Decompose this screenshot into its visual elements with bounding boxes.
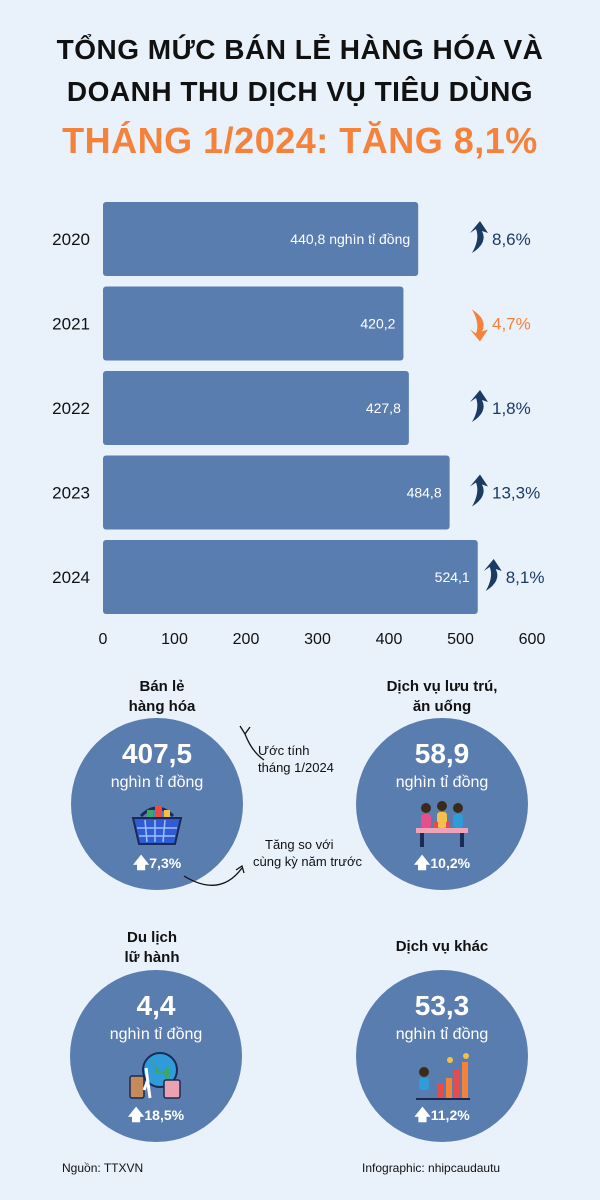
tourism-value: 4,4 xyxy=(136,990,176,1021)
value-label-2023: 484,8 xyxy=(407,485,442,501)
x-tick-600: 600 xyxy=(519,631,546,648)
up-arrow-icon: 🡅 xyxy=(414,1107,431,1124)
up-arrow-icon-2022 xyxy=(470,390,488,422)
x-tick-200: 200 xyxy=(233,631,260,648)
compare-note: Tăng so với cùng kỳ năm trước xyxy=(253,836,362,870)
title-line-2: DOANH THU DỊCH VỤ TIÊU DÙNG xyxy=(66,76,534,107)
x-tick-300: 300 xyxy=(304,631,331,648)
change-label-2022: 1,8% xyxy=(492,399,531,418)
up-arrow-icon-2024 xyxy=(483,559,502,591)
compare-note-line1: Tăng so với xyxy=(265,837,334,852)
retail-change: 🡅7,3% xyxy=(132,855,182,872)
retail-value: 407,5 xyxy=(121,738,193,769)
x-tick-0: 0 xyxy=(99,631,108,648)
retail-label-line1: Bán lẻ xyxy=(139,678,185,695)
globe-luggage-icon xyxy=(129,1052,181,1099)
retail-label-line2: hàng hóa xyxy=(128,698,196,715)
compare-note-line2: cùng kỳ năm trước xyxy=(253,854,362,869)
tourism-label-line2: lữ hành xyxy=(124,949,180,966)
category-label-2024: 2024 xyxy=(52,568,90,587)
title-highlight: THÁNG 1/2024: TĂNG 8,1% xyxy=(62,120,538,161)
other-services-unit: nghìn tỉ đồng xyxy=(395,1026,489,1043)
tourism-change: 🡅18,5% xyxy=(127,1107,185,1124)
growth-chart-icon xyxy=(416,1053,470,1100)
retail-label: Bán lẻ hàng hóa xyxy=(92,677,232,717)
estimate-note: Ước tính tháng 1/2024 xyxy=(258,742,334,776)
x-tick-400: 400 xyxy=(376,631,403,648)
bar-2022 xyxy=(103,371,409,445)
value-label-2021: 420,2 xyxy=(360,316,395,332)
retail-unit: nghìn tỉ đồng xyxy=(110,774,204,791)
change-label-2021: 4,7% xyxy=(492,315,531,334)
x-tick-500: 500 xyxy=(447,631,474,648)
food-service-circle: 58,9 nghìn tỉ đồng 🡅10,2% xyxy=(356,718,528,890)
change-label-2020: 8,6% xyxy=(492,230,531,249)
down-arrow-icon-2021 xyxy=(470,309,488,342)
food-service-label-line2: ăn uống xyxy=(412,698,472,715)
category-label-2020: 2020 xyxy=(52,230,90,249)
estimate-note-line1: Ước tính xyxy=(258,743,310,758)
value-label-2020: 440,8 nghìn tỉ đồng xyxy=(290,231,410,247)
estimate-note-line2: tháng 1/2024 xyxy=(258,760,334,775)
bar-2023 xyxy=(103,455,450,530)
title-line-1: TỔNG MỨC BÁN LẺ HÀNG HÓA VÀ xyxy=(56,34,544,65)
food-service-value: 58,9 xyxy=(414,738,470,769)
up-arrow-icon-2023 xyxy=(470,474,488,507)
tourism-circle: 4,4 nghìn tỉ đồng 🡅18,5% xyxy=(70,970,242,1142)
bar-2021 xyxy=(103,286,404,361)
x-tick-100: 100 xyxy=(161,631,188,648)
tourism-label: Du lịch lữ hành xyxy=(82,928,222,968)
shopping-basket-icon xyxy=(131,806,183,845)
other-services-label: Dịch vụ khác xyxy=(372,937,512,957)
other-services-change: 🡅11,2% xyxy=(414,1107,470,1124)
bar-2020 xyxy=(103,202,419,276)
source-text: Nguồn: TTXVN xyxy=(62,1161,144,1175)
other-services-value: 53,3 xyxy=(414,990,470,1021)
food-service-label: Dịch vụ lưu trú, ăn uống xyxy=(362,677,522,717)
tourism-label-line1: Du lịch xyxy=(126,929,177,946)
change-label-2024: 8,1% xyxy=(506,568,545,587)
dining-people-icon xyxy=(416,801,468,847)
change-label-2023: 13,3% xyxy=(492,484,540,503)
value-label-2022: 427,8 xyxy=(366,400,401,416)
food-service-change: 🡅10,2% xyxy=(413,855,471,872)
value-label-2024: 524,1 xyxy=(435,569,470,585)
other-services-label-line1: Dịch vụ khác xyxy=(395,938,489,955)
other-services-circle: 53,3 nghìn tỉ đồng 🡅11,2% xyxy=(356,970,528,1142)
credit-text: Infographic: nhipcaudautu xyxy=(362,1161,501,1175)
up-arrow-icon: 🡅 xyxy=(127,1107,145,1124)
retail-circle: 407,5 nghìn tỉ đồng 🡅7,3% xyxy=(71,718,243,890)
bar-2024 xyxy=(103,540,478,614)
food-service-label-line1: Dịch vụ lưu trú, xyxy=(386,678,498,695)
up-arrow-icon: 🡅 xyxy=(413,855,431,872)
up-arrow-icon: 🡅 xyxy=(132,855,150,872)
bar-chart: 2020 440,8 nghìn tỉ đồng 8,6% 2021 420,2 4,7%… xyxy=(52,202,546,648)
up-arrow-icon-2020 xyxy=(470,221,488,253)
food-service-unit: nghìn tỉ đồng xyxy=(395,774,489,791)
category-label-2022: 2022 xyxy=(52,399,90,418)
tourism-unit: nghìn tỉ đồng xyxy=(109,1026,203,1043)
category-label-2023: 2023 xyxy=(52,484,90,503)
category-label-2021: 2021 xyxy=(52,315,90,334)
